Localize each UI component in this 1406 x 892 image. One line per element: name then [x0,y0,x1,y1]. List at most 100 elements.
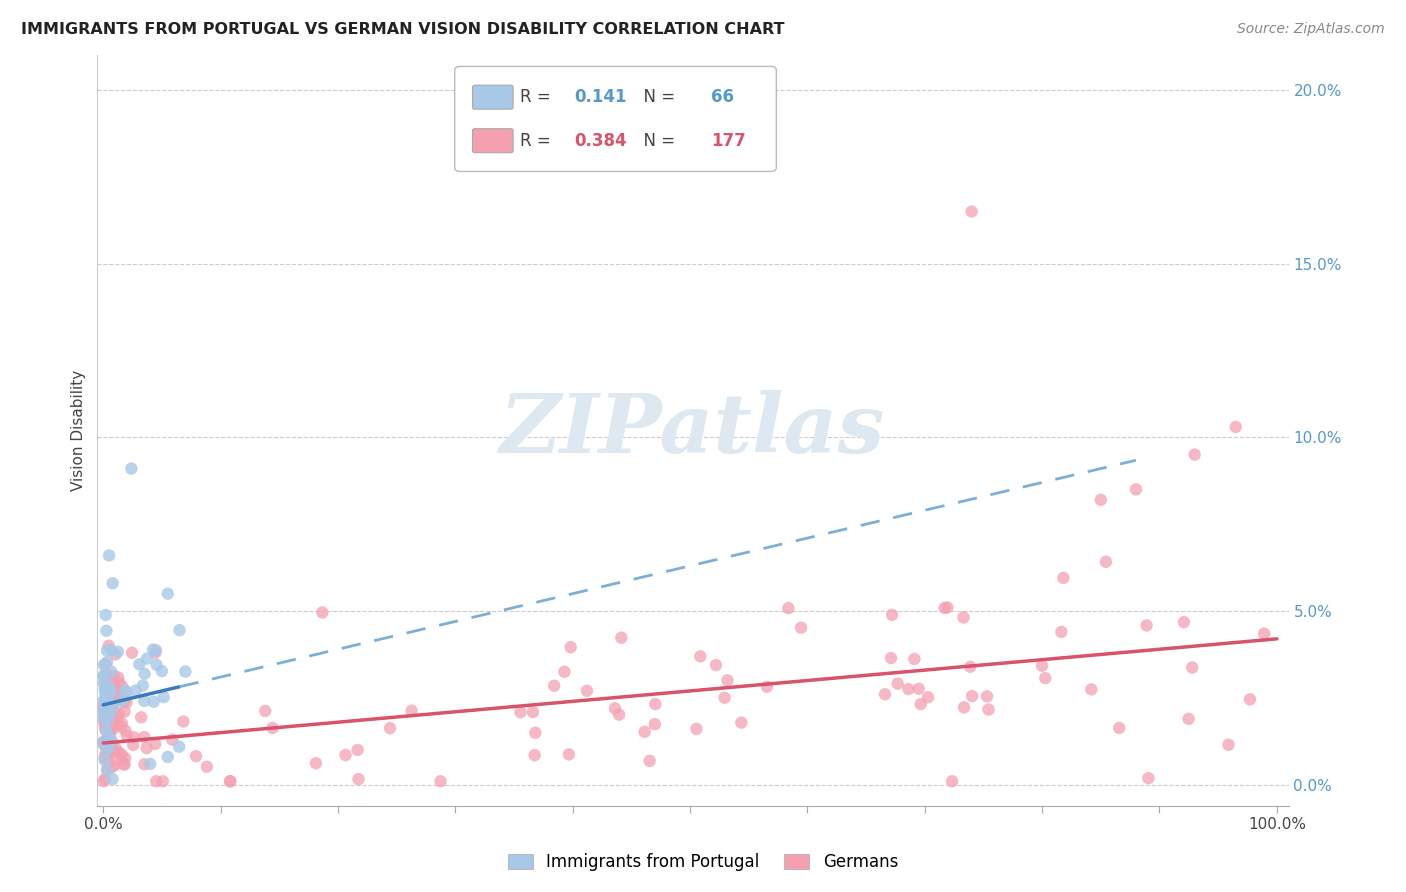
Point [134,730,156,744]
Point [132,679,155,693]
Point [97,753,120,767]
Point [156,750,179,764]
Point [1108,721,1130,735]
Point [152,774,174,789]
Point [96,733,118,747]
Point [115,685,138,699]
Point [634,724,657,739]
Point [103,678,125,692]
Point [93,677,115,691]
Point [110,752,132,766]
Point [960,204,983,219]
Point [347,772,370,786]
Point [94,607,117,622]
Point [93,720,115,734]
Point [114,751,136,765]
Point [111,679,134,693]
Point [976,690,998,704]
Point [93,700,115,714]
Point [100,665,122,679]
Point [111,716,134,731]
Point [110,719,132,733]
Point [107,670,129,684]
Point [105,714,128,728]
Point [94,689,117,703]
Point [907,681,929,696]
Text: 0.384: 0.384 [574,132,627,150]
Point [104,717,127,731]
Point [96,714,118,728]
Point [97,679,120,693]
Text: R =: R = [520,132,557,150]
Point [910,697,932,711]
Point [644,717,666,731]
Point [96,624,118,638]
Point [174,665,197,679]
Point [98,726,121,740]
Point [156,587,179,601]
Point [94,710,117,724]
Point [107,645,129,659]
Point [169,623,191,637]
Point [100,700,122,714]
Point [103,758,125,772]
Point [378,721,401,735]
Point [107,706,129,721]
Point [98,731,121,745]
Point [1181,660,1204,674]
Point [114,705,136,719]
Point [111,694,134,708]
Point [114,723,136,738]
Point [112,694,135,708]
Point [114,757,136,772]
Point [94,657,117,672]
Point [108,676,131,690]
Point [128,657,150,672]
Point [93,708,115,723]
Point [143,646,166,660]
Point [98,549,121,563]
Point [97,736,120,750]
Point [101,576,124,591]
Point [543,679,565,693]
Point [107,708,129,723]
Point [94,683,117,698]
Point [97,741,120,756]
Point [150,664,173,678]
Point [134,666,156,681]
Point [638,754,661,768]
Point [897,681,920,696]
Point [104,693,127,707]
Point [94,698,117,712]
Point [644,697,666,711]
Point [94,736,117,750]
Point [111,747,134,762]
Point [121,646,143,660]
Point [873,687,896,701]
Point [93,712,115,726]
Point [162,732,184,747]
Point [96,655,118,669]
Point [97,714,120,729]
Point [716,673,738,688]
Point [145,657,167,672]
Point [94,723,117,737]
Point [903,652,925,666]
Point [346,743,368,757]
Point [401,704,423,718]
Point [104,648,127,662]
Point [115,729,138,743]
Text: 0.141: 0.141 [574,88,626,106]
Point [122,738,145,752]
Point [704,658,727,673]
Point [755,680,778,694]
Point [112,757,135,772]
Point [129,710,152,724]
Point [97,749,120,764]
Point [93,751,115,765]
Point [98,714,121,729]
Point [94,685,117,699]
Point [108,690,131,704]
Point [1033,671,1056,685]
Point [101,681,124,696]
